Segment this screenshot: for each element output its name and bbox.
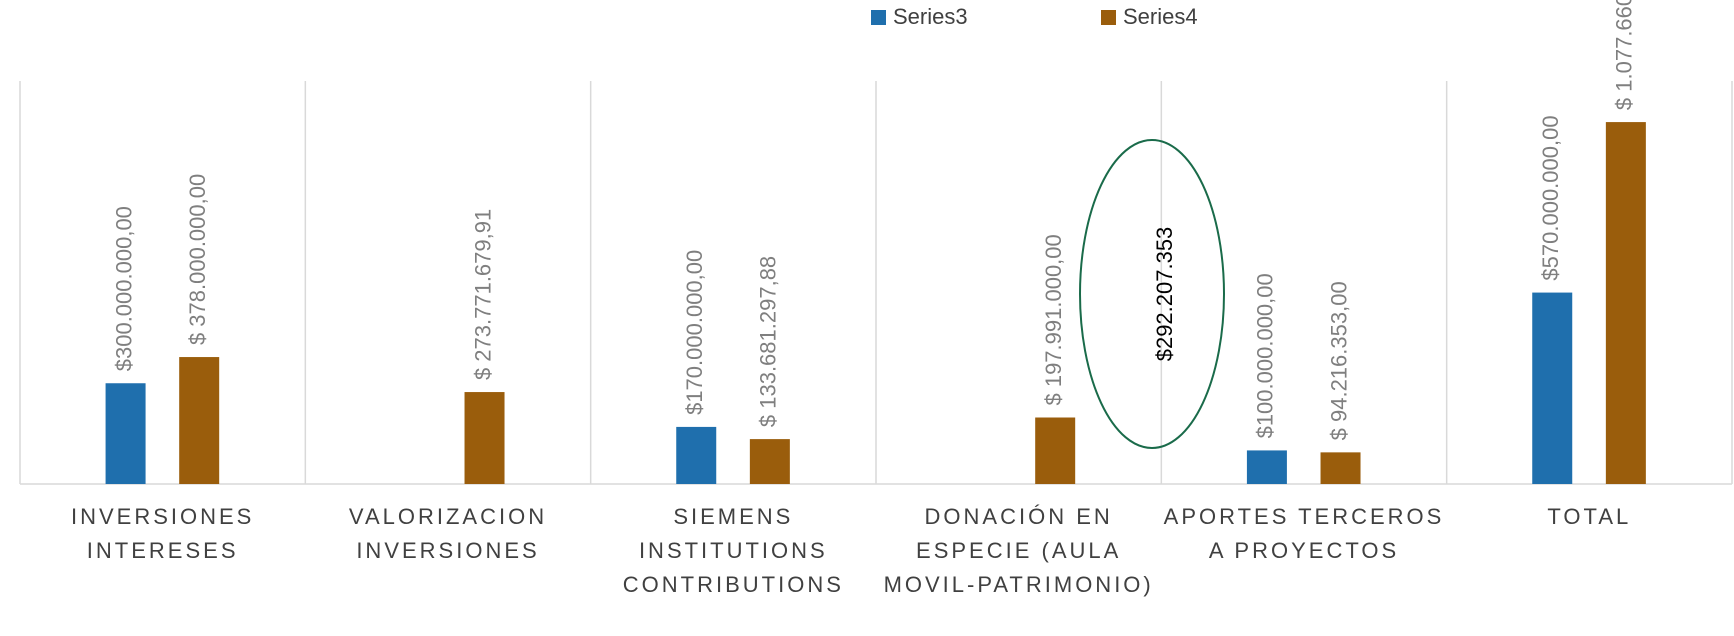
x-tick-label: APORTES TERCEROS A PROYECTOS [1163, 504, 1445, 563]
legend-label: Series4 [1123, 4, 1198, 29]
data-label: $ 133.681.297,88 [756, 256, 781, 427]
x-tick-label: VALORIZACION INVERSIONES [348, 504, 548, 563]
bar [1035, 417, 1076, 484]
bar [105, 383, 146, 484]
x-tick-label: TOTAL [1547, 504, 1632, 529]
data-label: $100.000.000,00 [1253, 273, 1278, 438]
bar [676, 426, 717, 484]
x-tick-label: DONACIÓN EN ESPECIE (AULA MOVIL-PATRIMON… [883, 504, 1154, 597]
data-label: $ 94.216.353,00 [1326, 281, 1351, 440]
legend-label: Series3 [893, 4, 968, 29]
data-label: $ 1.077.660.330,79 [1612, 0, 1637, 110]
annotation: $292.207.353 [1152, 227, 1177, 362]
legend-swatch [1101, 10, 1116, 25]
bar [1246, 450, 1287, 484]
bar [179, 357, 220, 484]
legend-swatch [871, 10, 886, 25]
bar [464, 392, 505, 484]
bar [749, 439, 790, 484]
bar [1605, 122, 1646, 484]
x-tick-label: SIEMENS INSTITUTIONS CONTRIBUTIONS [622, 504, 844, 597]
bar [1532, 292, 1573, 484]
data-label: $ 197.991.000,00 [1041, 234, 1066, 405]
data-label: $170.000.000,00 [682, 250, 707, 415]
x-tick-label: INVERSIONES INTERESES [70, 504, 255, 563]
bar [1320, 452, 1361, 484]
data-label: $ 273.771.679,91 [470, 209, 495, 380]
data-label: $300.000.000,00 [111, 206, 136, 371]
data-label: $570.000.000,00 [1538, 115, 1563, 280]
annotation-ellipse [1079, 139, 1225, 449]
data-label: $ 378.000.000,00 [185, 174, 210, 345]
